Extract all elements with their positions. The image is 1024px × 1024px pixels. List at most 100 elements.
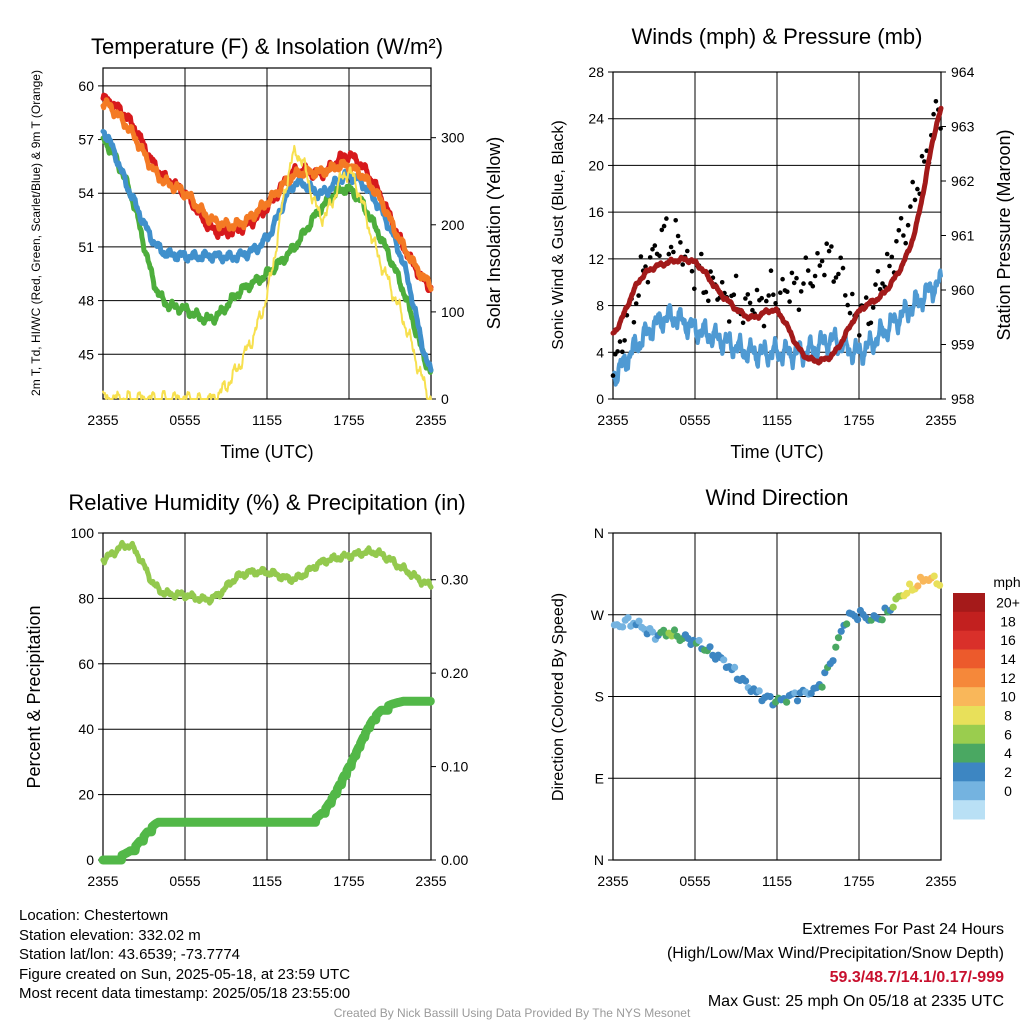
latlon-text: Station lat/lon: 43.6539; -73.7774 [19, 946, 241, 963]
wind-gust-point [822, 272, 827, 278]
colorbar-tick-label: 16 [1000, 632, 1016, 648]
dir-point [660, 626, 668, 634]
dir-point [878, 616, 886, 624]
wind-gust-point [633, 301, 639, 306]
dir-point [742, 677, 750, 685]
wind-gust-point [680, 262, 685, 267]
dir-point [684, 634, 692, 643]
wind-ytick-right-label: 961 [951, 228, 975, 244]
extremes-values: 59.3/48.7/14.1/0.17/-999 [829, 969, 1004, 986]
temp-xtick-label: 2355 [87, 412, 118, 428]
rh-ytick-label: 0 [86, 852, 94, 868]
wind-gust-point [638, 254, 644, 259]
wind-ytick-label: 20 [588, 157, 604, 173]
rh-xtick-label: 2355 [87, 873, 118, 889]
dir-point [755, 687, 763, 695]
wind-gust-point [647, 255, 653, 260]
wind-gust-point [610, 373, 616, 378]
wind-gust-point [622, 338, 627, 343]
rh-ytick-right-label: 0.30 [441, 572, 468, 588]
wind-series-sonic-wind [611, 268, 943, 387]
wind-gust-point [659, 227, 665, 233]
wind-gust-point [780, 276, 785, 282]
wind-gust-point [631, 320, 637, 325]
wind-gust-point [924, 148, 929, 153]
dir-point [695, 636, 703, 645]
wind-gust-point [898, 216, 904, 221]
dir-point [649, 628, 657, 636]
colorbar-segment [953, 668, 985, 688]
dir-frame [612, 532, 942, 861]
temp-series-td [100, 135, 434, 375]
temp-ytick-label: 48 [78, 293, 94, 309]
wind-gust-point [675, 233, 681, 239]
wind-gust-point [838, 255, 843, 261]
wind-gust-point [843, 293, 848, 298]
elevation-text: Station elevation: 332.02 m [19, 926, 201, 944]
colorbar-tick-label: 14 [1000, 651, 1016, 667]
dir-ytick-label: S [595, 689, 604, 705]
temp-ytick-label: 60 [78, 78, 94, 94]
wind-gust-point [785, 289, 790, 295]
wind-gust-point [889, 254, 895, 260]
wind-ytick-label: 16 [588, 204, 604, 220]
wind-gust-point [817, 263, 823, 268]
wind-gust-point [652, 243, 658, 248]
temp-ytick-right-label: 300 [441, 130, 465, 146]
wind-ytick-label: 4 [596, 344, 604, 360]
wind-gust-point [833, 275, 839, 280]
wind-gust-point [666, 251, 672, 257]
wind-gust-point [726, 319, 732, 324]
wind-gust-point [699, 251, 704, 257]
dir-point [766, 693, 774, 701]
wind-gust-point [894, 239, 899, 244]
temp-xtick-label: 1155 [252, 412, 282, 428]
wind-gust-point [831, 279, 836, 284]
rh-ytick-label: 40 [78, 721, 94, 737]
wind-gust-point [754, 287, 760, 293]
colorbar-segment [953, 781, 985, 801]
wind-x-axis-label: Time (UTC) [730, 442, 823, 462]
colorbar-tick-label: 6 [1004, 726, 1012, 742]
rh-xtick-label: 2355 [415, 873, 446, 889]
wind-gust-point [873, 282, 878, 287]
rh-ytick-right-label: 0.00 [441, 852, 468, 868]
wind-gust-point [875, 269, 881, 274]
dir-xtick-label: 0555 [679, 873, 710, 889]
wind-gust-point [915, 186, 920, 192]
colorbar-segment [953, 611, 985, 632]
wind-gust-point [845, 302, 850, 308]
dir-y-axis-label: Direction (Colored By Speed) [550, 593, 567, 801]
temp-x-axis-label: Time (UTC) [220, 442, 313, 462]
colorbar-segment [953, 630, 985, 650]
wind-ytick-label: 24 [588, 111, 604, 127]
wind-ytick-right-label: 964 [951, 64, 975, 80]
rh-xtick-label: 1755 [333, 873, 364, 889]
temp-ytick-right-label: 200 [441, 217, 465, 233]
dir-ytick-label: E [595, 770, 604, 786]
wind-gust-point [791, 280, 797, 286]
dir-point [854, 616, 862, 624]
wind-gust-point [803, 255, 809, 260]
rh-ytick-right-label: 0.20 [441, 665, 468, 681]
rh-ytick-label: 60 [78, 656, 94, 672]
wind-gust-point [766, 293, 771, 298]
colorbar-label: mph [993, 574, 1020, 590]
wind-gust-point [810, 283, 816, 289]
temp-series-9m-t [100, 97, 434, 292]
wind-gust-point [908, 204, 913, 209]
dir-point [821, 669, 829, 677]
wind-gust-point [650, 247, 655, 252]
temp-xtick-label: 2355 [415, 412, 446, 428]
wind-gust-point [703, 289, 709, 295]
dir-point [791, 689, 799, 697]
wind-gust-point [805, 268, 811, 273]
wind-gust-point [661, 223, 667, 229]
colorbar-tick-label: 0 [1004, 783, 1012, 799]
dir-point [619, 623, 627, 631]
temp-ytick-label: 54 [78, 185, 94, 201]
temp-y-axis-label: 2m T, Td, HI/WC (Red, Green, Scarlet/Blu… [29, 70, 43, 396]
wind-gust-point [673, 218, 678, 223]
wind-gust-point [819, 258, 825, 264]
wind-gust-point [771, 292, 776, 298]
